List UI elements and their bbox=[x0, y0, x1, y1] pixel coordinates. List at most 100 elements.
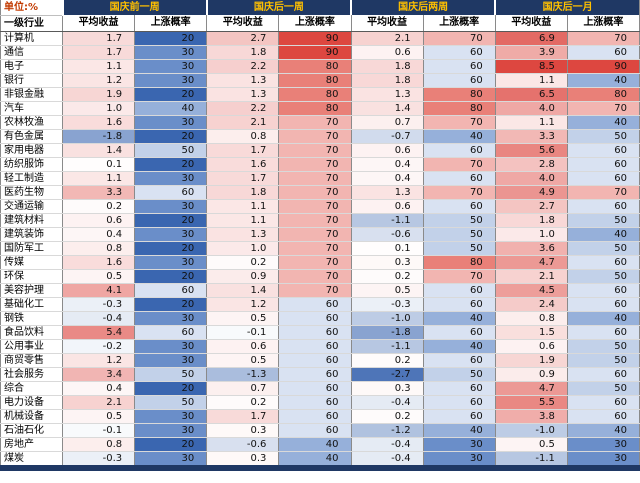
avg-return-cell: -0.4 bbox=[351, 395, 424, 410]
rise-probability-cell: 90 bbox=[567, 59, 640, 74]
avg-return-cell: 1.0 bbox=[495, 227, 568, 242]
avg-return-cell: 0.4 bbox=[351, 157, 424, 172]
sub-column-header: 上涨概率 bbox=[278, 15, 352, 32]
rise-probability-cell: 20 bbox=[134, 297, 208, 312]
rise-probability-cell: 50 bbox=[567, 241, 640, 256]
rise-probability-cell: 60 bbox=[567, 297, 640, 312]
avg-return-cell: 1.9 bbox=[62, 87, 136, 102]
rise-probability-cell: 60 bbox=[567, 283, 640, 298]
industry-row: 医药生物 3.3 60 1.8 70 1.3 70 4.9 70 bbox=[0, 185, 640, 200]
rise-probability-cell: 70 bbox=[278, 143, 352, 158]
avg-return-cell: 4.0 bbox=[495, 171, 568, 186]
rise-probability-cell: 80 bbox=[278, 59, 352, 74]
rise-probability-cell: 30 bbox=[134, 255, 208, 270]
rise-probability-cell: 30 bbox=[423, 451, 496, 468]
rise-probability-cell: 80 bbox=[423, 255, 496, 270]
rise-probability-cell: 30 bbox=[423, 437, 496, 452]
sub-column-header: 平均收益 bbox=[495, 15, 568, 32]
avg-return-cell: 1.4 bbox=[351, 101, 424, 116]
avg-return-cell: 4.1 bbox=[62, 283, 136, 298]
rise-probability-cell: 40 bbox=[278, 437, 352, 452]
rise-probability-cell: 50 bbox=[567, 353, 640, 368]
rise-probability-cell: 30 bbox=[134, 339, 208, 354]
avg-return-cell: -0.6 bbox=[351, 227, 424, 242]
rise-probability-cell: 40 bbox=[423, 339, 496, 354]
rise-probability-cell: 90 bbox=[278, 45, 352, 60]
rise-probability-cell: 50 bbox=[567, 129, 640, 144]
rise-probability-cell: 30 bbox=[134, 353, 208, 368]
avg-return-cell: 0.8 bbox=[495, 311, 568, 326]
rise-probability-cell: 50 bbox=[567, 269, 640, 284]
rise-probability-cell: 70 bbox=[278, 115, 352, 130]
industry-label: 非银金融 bbox=[0, 87, 63, 102]
industry-label: 基础化工 bbox=[0, 297, 63, 312]
rise-probability-cell: 60 bbox=[278, 325, 352, 340]
rise-probability-cell: 30 bbox=[134, 227, 208, 242]
avg-return-cell: 2.2 bbox=[206, 101, 280, 116]
rise-probability-cell: 20 bbox=[134, 157, 208, 172]
industry-label: 交通运输 bbox=[0, 199, 63, 214]
industry-label: 计算机 bbox=[0, 31, 63, 46]
avg-return-cell: 4.7 bbox=[495, 255, 568, 270]
avg-return-cell: 0.8 bbox=[62, 241, 136, 256]
avg-return-cell: 1.4 bbox=[62, 143, 136, 158]
rise-probability-cell: 60 bbox=[278, 381, 352, 396]
avg-return-cell: 0.5 bbox=[351, 283, 424, 298]
avg-return-cell: 0.5 bbox=[495, 437, 568, 452]
industry-label: 银行 bbox=[0, 73, 63, 88]
industry-label: 有色金属 bbox=[0, 129, 63, 144]
industry-row: 电子 1.1 30 2.2 80 1.8 60 8.5 90 bbox=[0, 59, 640, 74]
avg-return-cell: -0.6 bbox=[206, 437, 280, 452]
rise-probability-cell: 60 bbox=[134, 185, 208, 200]
rise-probability-cell: 70 bbox=[423, 157, 496, 172]
industry-row: 美容护理 4.1 60 1.4 70 0.5 60 4.5 60 bbox=[0, 283, 640, 298]
avg-return-cell: 0.5 bbox=[206, 353, 280, 368]
industry-row: 电力设备 2.1 50 0.2 60 -0.4 60 5.5 60 bbox=[0, 395, 640, 410]
rise-probability-cell: 40 bbox=[567, 311, 640, 326]
avg-return-cell: -0.1 bbox=[206, 325, 280, 340]
rise-probability-cell: 40 bbox=[278, 451, 352, 468]
rise-probability-cell: 70 bbox=[567, 185, 640, 200]
avg-return-cell: -0.2 bbox=[62, 339, 136, 354]
avg-return-cell: 1.6 bbox=[62, 115, 136, 130]
avg-return-cell: 0.2 bbox=[206, 395, 280, 410]
sub-column-header: 平均收益 bbox=[62, 15, 136, 32]
industry-row: 银行 1.2 30 1.3 80 1.8 60 1.1 40 bbox=[0, 73, 640, 88]
industry-label: 综合 bbox=[0, 381, 63, 396]
rise-probability-cell: 40 bbox=[567, 423, 640, 438]
avg-return-cell: 5.6 bbox=[495, 143, 568, 158]
avg-return-cell: 2.7 bbox=[495, 199, 568, 214]
avg-return-cell: -1.1 bbox=[351, 339, 424, 354]
avg-return-cell: 1.2 bbox=[62, 73, 136, 88]
avg-return-cell: -0.7 bbox=[351, 129, 424, 144]
rise-probability-cell: 60 bbox=[567, 157, 640, 172]
avg-return-cell: 1.1 bbox=[206, 199, 280, 214]
avg-return-cell: 1.7 bbox=[206, 171, 280, 186]
rise-probability-cell: 70 bbox=[278, 269, 352, 284]
avg-return-cell: 2.1 bbox=[351, 31, 424, 46]
rise-probability-cell: 40 bbox=[423, 129, 496, 144]
rise-probability-cell: 80 bbox=[423, 101, 496, 116]
rise-probability-cell: 60 bbox=[278, 395, 352, 410]
avg-return-cell: 1.7 bbox=[62, 31, 136, 46]
avg-return-cell: 0.3 bbox=[351, 381, 424, 396]
industry-row: 基础化工 -0.3 20 1.2 60 -0.3 60 2.4 60 bbox=[0, 297, 640, 312]
avg-return-cell: 1.3 bbox=[351, 185, 424, 200]
rise-probability-cell: 50 bbox=[134, 367, 208, 382]
avg-return-cell: 1.1 bbox=[206, 213, 280, 228]
column-group-header-pre-week: 国庆前一周 bbox=[61, 0, 207, 15]
industry-row: 纺织服饰 0.1 20 1.6 70 0.4 70 2.8 60 bbox=[0, 157, 640, 172]
rise-probability-cell: 20 bbox=[134, 87, 208, 102]
rise-probability-cell: 80 bbox=[567, 87, 640, 102]
rise-probability-cell: 80 bbox=[278, 73, 352, 88]
rise-probability-cell: 60 bbox=[278, 353, 352, 368]
rise-probability-cell: 60 bbox=[423, 395, 496, 410]
industry-label: 农林牧渔 bbox=[0, 115, 63, 130]
rise-probability-cell: 40 bbox=[567, 227, 640, 242]
avg-return-cell: 4.7 bbox=[495, 381, 568, 396]
avg-return-cell: -1.8 bbox=[351, 325, 424, 340]
avg-return-cell: -0.3 bbox=[62, 297, 136, 312]
industry-row: 非银金融 1.9 20 1.3 80 1.3 80 6.5 80 bbox=[0, 87, 640, 102]
avg-return-cell: 0.2 bbox=[351, 353, 424, 368]
rise-probability-cell: 60 bbox=[278, 297, 352, 312]
